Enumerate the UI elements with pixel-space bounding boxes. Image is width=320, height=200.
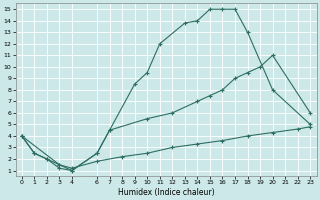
X-axis label: Humidex (Indice chaleur): Humidex (Indice chaleur) bbox=[118, 188, 214, 197]
